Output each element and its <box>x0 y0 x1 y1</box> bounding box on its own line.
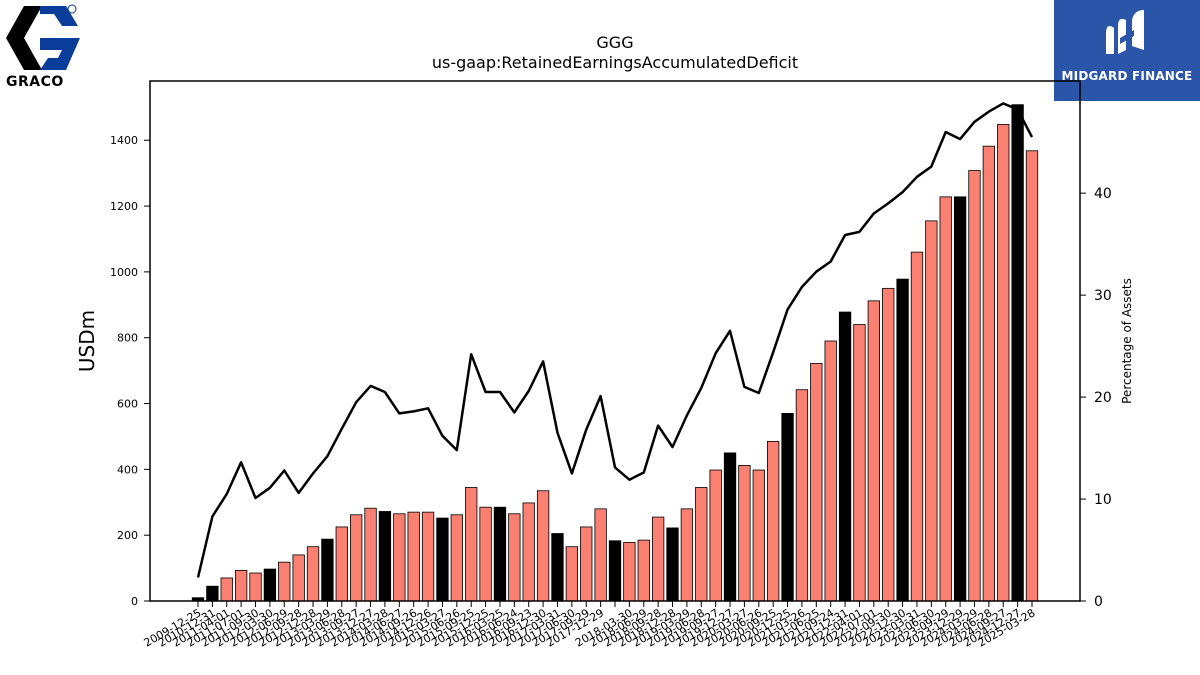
bar-45 <box>838 311 852 602</box>
left-axis-ticks: 0 200 400 600 800 1000 1200 1400 <box>110 134 150 608</box>
bar-46 <box>853 324 866 602</box>
y-tick-label: 800 <box>117 332 138 345</box>
bar-56 <box>997 124 1010 602</box>
bar-34 <box>680 508 694 602</box>
bar-25 <box>551 533 564 602</box>
y-tick-label: 1000 <box>110 266 138 279</box>
y2-tick-label: 40 <box>1094 186 1112 202</box>
bar-54 <box>968 170 981 602</box>
bar-22 <box>508 513 521 602</box>
bar-43 <box>810 362 823 602</box>
y2-tick-label: 30 <box>1094 288 1112 304</box>
bar-15 <box>407 511 420 602</box>
x-axis-ticks: 2009-12-252010-12-312011-04-012011-07-01… <box>142 601 1038 650</box>
y-tick-label: 1200 <box>110 200 138 213</box>
bar-31 <box>637 539 650 602</box>
bar-4 <box>249 572 262 602</box>
bar-55 <box>982 145 996 602</box>
bar-49 <box>896 278 909 602</box>
bar-58 <box>1025 150 1039 602</box>
y2-axis-label: Percentage of Assets <box>1120 278 1134 404</box>
line-group <box>196 102 1034 578</box>
bar-9 <box>321 538 334 602</box>
y-tick-label: 600 <box>117 398 138 411</box>
bar-38 <box>738 465 751 602</box>
bar-30 <box>623 542 636 602</box>
bar-7 <box>292 554 305 602</box>
bar-29 <box>608 540 622 602</box>
bar-23 <box>522 502 535 602</box>
bar-39 <box>752 469 765 602</box>
bar-13 <box>378 511 392 602</box>
bar-2 <box>220 577 233 602</box>
bar-47 <box>867 300 880 602</box>
bar-28 <box>594 508 607 602</box>
bar-20 <box>479 506 492 602</box>
bar-3 <box>234 569 248 602</box>
y-tick-label: 400 <box>117 463 138 476</box>
midgard-finance-logo: MIDGARD FINANCE <box>1054 0 1200 101</box>
y2-tick-label: 10 <box>1094 492 1112 508</box>
bar-14 <box>393 513 406 602</box>
bar-19 <box>465 487 478 602</box>
y2-tick-label: 20 <box>1094 390 1112 406</box>
bar-10 <box>335 526 348 602</box>
bar-53 <box>953 196 967 602</box>
bar-11 <box>350 514 363 602</box>
bar-50 <box>910 251 924 602</box>
bar-42 <box>795 389 809 602</box>
y-tick-label: 1400 <box>110 134 138 147</box>
chart-subtitle: us-gaap:RetainedEarningsAccumulatedDefic… <box>432 53 798 72</box>
bar-37 <box>723 452 737 602</box>
y-tick-label: 200 <box>117 529 138 542</box>
right-axis-ticks: 0 10 20 30 40 <box>1080 186 1112 610</box>
chart-title: GGG <box>596 33 633 52</box>
bar-17 <box>436 517 449 602</box>
bar-35 <box>695 487 708 602</box>
midgard-logo-text: MIDGARD FINANCE <box>1061 69 1193 83</box>
bar-48 <box>882 287 895 602</box>
bar-12 <box>364 507 377 602</box>
graco-logo: GRACO <box>0 0 90 95</box>
percentage-line <box>196 102 1034 578</box>
bar-33 <box>666 527 679 602</box>
graco-logo-mark <box>6 4 80 70</box>
bar-44 <box>824 340 837 602</box>
bar-26 <box>565 546 579 602</box>
bar-51 <box>925 220 938 602</box>
y-axis-label: USDm <box>75 310 99 372</box>
bar-8 <box>306 546 320 602</box>
bar-41 <box>781 413 794 602</box>
bar-1 <box>206 585 219 602</box>
bar-40 <box>767 440 780 602</box>
bar-57 <box>1011 104 1024 602</box>
bar-18 <box>450 514 463 602</box>
bar-52 <box>939 196 952 602</box>
bars-group <box>191 104 1039 602</box>
y-tick-label: 0 <box>131 595 138 608</box>
graco-logo-text: GRACO <box>6 74 64 90</box>
bar-5 <box>263 568 277 602</box>
bar-32 <box>651 516 665 602</box>
midgard-logo-mark <box>1106 10 1144 54</box>
bar-21 <box>493 506 507 602</box>
y2-tick-label: 0 <box>1094 594 1103 610</box>
bar-24 <box>536 490 550 602</box>
bar-36 <box>709 469 722 602</box>
bar-27 <box>580 526 593 602</box>
bar-16 <box>421 511 435 602</box>
bar-6 <box>278 561 291 602</box>
